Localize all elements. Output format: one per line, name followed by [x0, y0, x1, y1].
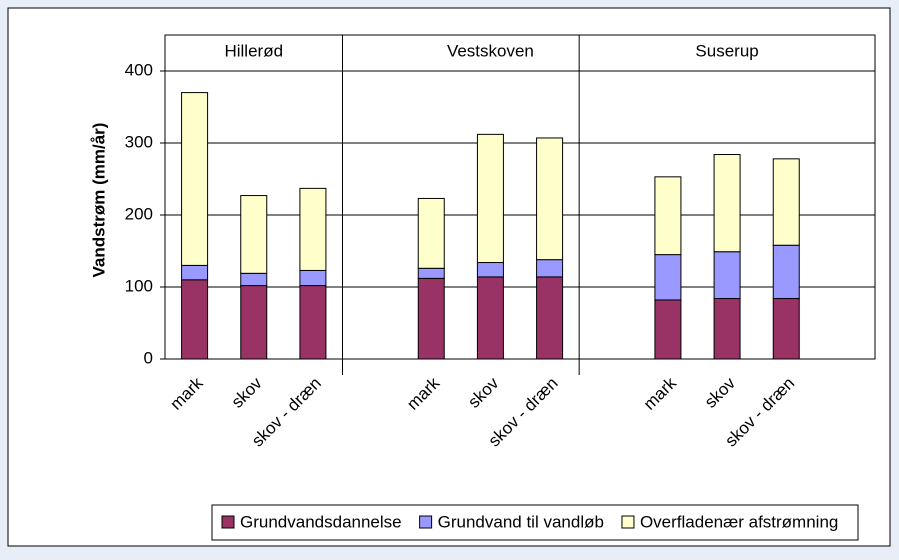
bar-segment — [299, 285, 327, 360]
legend-label: Overfladenær afstrømning — [640, 512, 838, 531]
bar-segment — [299, 187, 327, 271]
legend-swatch — [419, 515, 433, 529]
y-tick-label: 300 — [125, 132, 153, 151]
bar-segment — [417, 197, 445, 269]
y-tick-label: 400 — [125, 60, 153, 79]
bar-segment — [476, 262, 504, 278]
legend-box — [211, 504, 859, 541]
legend-label: Grundvand til vandløb — [438, 512, 604, 531]
y-tick-label: 0 — [144, 348, 153, 367]
bar-segment — [713, 298, 741, 360]
bar-segment — [772, 158, 800, 246]
bar-segment — [536, 137, 564, 261]
bar-segment — [654, 176, 682, 256]
bar-segment — [536, 276, 564, 360]
bar-segment — [181, 279, 209, 360]
bar-segment — [654, 254, 682, 301]
bar-segment — [713, 251, 741, 300]
legend-label: Grundvandsdannelse — [240, 512, 402, 531]
bar-segment — [240, 272, 268, 287]
bar-segment — [536, 259, 564, 278]
legend-swatch — [621, 515, 635, 529]
bar-segment — [417, 267, 445, 279]
bar-segment — [476, 276, 504, 360]
group-label: Hillerød — [224, 41, 283, 60]
bar-segment — [181, 92, 209, 266]
legend-swatch — [221, 515, 235, 529]
bar-segment — [417, 277, 445, 360]
bar-segment — [772, 244, 800, 300]
group-label: Suserup — [695, 41, 758, 60]
bar-segment — [181, 264, 209, 281]
bar-segment — [713, 154, 741, 253]
bar-segment — [240, 285, 268, 360]
bar-segment — [772, 298, 800, 360]
bar-segment — [476, 133, 504, 264]
bar-segment — [654, 299, 682, 360]
bar-segment — [240, 195, 268, 274]
y-tick-label: 200 — [125, 204, 153, 223]
bar-segment — [299, 269, 327, 287]
y-axis-label: Vandstrøm (mm/år) — [89, 123, 108, 278]
plot-area — [164, 34, 876, 360]
y-tick-label: 100 — [125, 276, 153, 295]
group-label: Vestskoven — [447, 41, 534, 60]
